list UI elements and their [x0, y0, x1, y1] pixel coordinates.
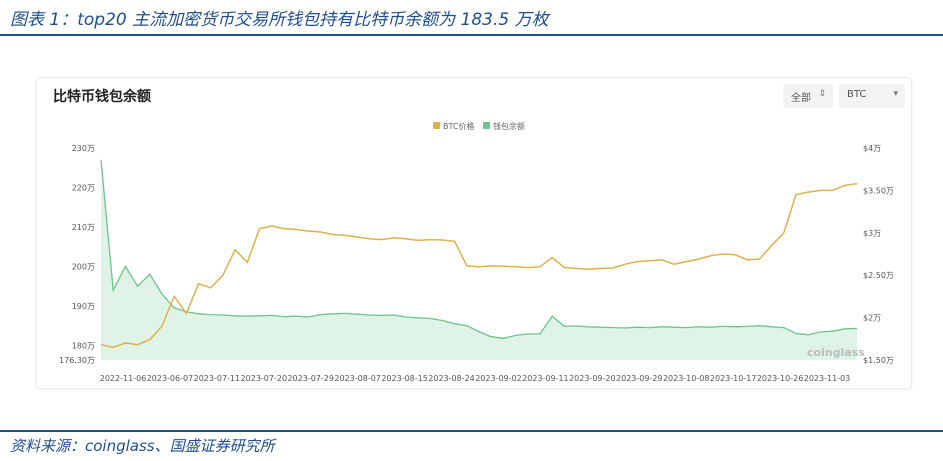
x-tick-label: 2023-10-26	[757, 374, 804, 383]
balance-line	[100, 159, 858, 339]
watermark: coinglass	[807, 346, 865, 359]
y-right-tick-label: $3.50万	[863, 186, 894, 195]
y-left-tick-label: 220万	[72, 183, 95, 192]
x-tick-label: 2023-11-03	[804, 374, 851, 383]
x-tick-label: 2023-07-11	[194, 374, 241, 383]
range-select[interactable]: 全部 ⇕	[783, 84, 833, 108]
x-tick-label: 2023-09-11	[522, 374, 569, 383]
legend-swatch	[433, 122, 440, 129]
y-left-tick-label: 176.30万	[59, 356, 95, 365]
balance-chart: BTC价格 钱包余额 176.30万 180万 190万 200万 210万 220万 230万…	[59, 121, 894, 383]
y-right-tick-label: $2万	[863, 314, 881, 323]
x-tick-label: 2022-11-06	[100, 374, 147, 383]
y-left-tick-label: 190万	[72, 302, 95, 311]
legend-label: BTC价格	[443, 121, 475, 131]
x-tick-label: 2023-10-17	[710, 374, 757, 383]
legend-swatch	[483, 122, 490, 129]
source-note: 资料来源：coinglass、国盛证券研究所	[10, 437, 275, 455]
panel-title: 比特币钱包余额	[53, 89, 151, 105]
x-tick-label: 2023-09-29	[616, 374, 663, 383]
y-left-tick-label: 210万	[72, 223, 95, 232]
x-tick-label: 2023-07-29	[287, 374, 334, 383]
x-tick-label: 2023-09-20	[569, 374, 616, 383]
report-title: 图表 1：top20 主流加密货币交易所钱包持有比特币余额为 183.5 万枚	[10, 10, 549, 30]
coin-select-value: BTC	[847, 89, 867, 100]
x-tick-label: 2023-09-02	[475, 374, 522, 383]
x-tick-label: 2023-08-24	[428, 374, 475, 383]
x-tick-label: 2023-06-07	[147, 374, 194, 383]
range-select-value: 全部	[791, 93, 811, 104]
chart-panel: 比特币钱包余额 全部 ⇕ BTC ▾ BTC价格 钱包余额 176.30万 180万 1…	[36, 77, 912, 389]
y-right-tick-label: $2.50万	[863, 271, 894, 280]
y-left-tick-label: 230万	[72, 144, 95, 153]
title-rule	[0, 34, 943, 36]
source-rule	[0, 430, 943, 432]
legend: BTC价格 钱包余额	[433, 121, 525, 131]
y-right-tick-label: $1.50万	[863, 356, 894, 365]
x-tick-label: 2023-07-20	[241, 374, 288, 383]
price-line	[100, 182, 858, 349]
y-right-tick-label: $3万	[863, 229, 881, 238]
coin-select[interactable]: BTC ▾	[839, 84, 905, 108]
y-left-tick-label: 180万	[72, 341, 95, 350]
legend-label: 钱包余额	[493, 121, 525, 131]
y-left-tick-label: 200万	[72, 262, 95, 271]
balance-area	[101, 159, 857, 360]
x-tick-label: 2023-08-15	[381, 374, 428, 383]
y-right-tick-label: $4万	[863, 144, 881, 153]
updown-icon: ⇕	[818, 89, 826, 99]
x-tick-label: 2023-08-07	[334, 374, 381, 383]
x-tick-label: 2023-10-08	[663, 374, 710, 383]
caret-down-icon: ▾	[893, 89, 898, 99]
